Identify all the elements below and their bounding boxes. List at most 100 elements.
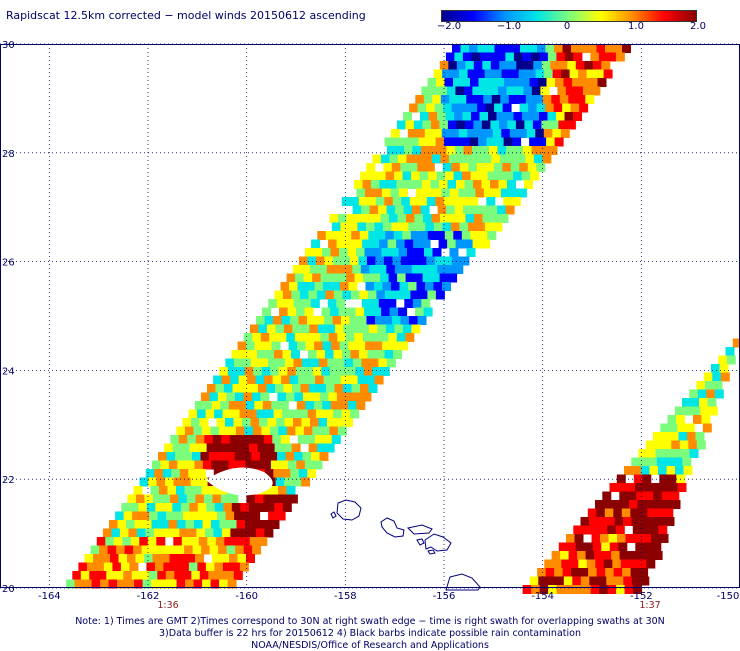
wind-difference-cell — [285, 299, 295, 308]
wind-difference-cell — [560, 551, 570, 560]
wind-difference-cell — [683, 406, 693, 416]
wind-difference-cell — [163, 562, 173, 572]
wind-difference-cell — [380, 154, 390, 164]
wind-difference-cell — [430, 180, 440, 189]
wind-difference-cell — [447, 120, 457, 130]
wind-difference-cell — [354, 180, 363, 189]
wind-difference-cell — [223, 503, 233, 512]
wind-difference-cell — [654, 440, 664, 450]
wind-difference-cell — [165, 477, 175, 487]
wind-difference-cell — [273, 469, 283, 478]
wind-difference-cell — [170, 528, 180, 538]
wind-difference-cell — [348, 341, 358, 351]
wind-difference-cell — [102, 528, 112, 538]
wind-difference-cell — [248, 503, 258, 512]
wind-difference-cell — [298, 469, 308, 478]
wind-difference-cell — [696, 381, 706, 390]
wind-difference-cell — [602, 491, 612, 501]
y-tick-label: 22 — [2, 475, 15, 486]
wind-difference-cell — [631, 517, 641, 526]
wind-difference-cell — [180, 503, 190, 512]
wind-difference-cell — [381, 248, 391, 257]
wind-difference-cell — [211, 401, 221, 410]
wind-difference-cell — [251, 452, 261, 461]
wind-difference-cell — [391, 222, 401, 232]
wind-difference-cell — [231, 350, 241, 359]
wind-difference-cell — [372, 214, 381, 223]
wind-difference-cell — [252, 545, 262, 555]
wind-difference-cell — [134, 520, 144, 529]
wind-difference-cell — [346, 367, 356, 376]
wind-difference-cell — [440, 154, 450, 164]
wind-difference-cell — [552, 69, 562, 79]
wind-difference-cell — [187, 528, 197, 538]
wind-difference-cell — [390, 248, 399, 257]
wind-difference-cell — [217, 511, 227, 521]
wind-difference-cell — [398, 248, 408, 257]
wind-difference-cell — [239, 562, 249, 572]
wind-difference-cell — [322, 248, 331, 257]
wind-difference-cell — [223, 443, 233, 453]
wind-difference-cell — [185, 579, 195, 589]
wind-difference-cell — [585, 95, 595, 104]
wind-difference-cell — [318, 358, 328, 368]
wind-difference-cell — [169, 554, 179, 563]
wind-difference-cell — [205, 562, 215, 572]
wind-difference-cell — [447, 180, 457, 189]
x-tick-label: -156 — [433, 591, 456, 602]
wind-difference-cell — [653, 551, 663, 560]
wind-difference-cell — [480, 86, 490, 96]
colorbar — [441, 10, 697, 22]
wind-difference-cell — [699, 398, 708, 407]
wind-difference-cell — [374, 282, 383, 291]
wind-difference-cell — [449, 188, 459, 198]
wind-difference-cell — [609, 483, 619, 492]
swath-data-layer — [66, 44, 740, 594]
wind-difference-cell — [387, 146, 396, 155]
wind-difference-cell — [284, 358, 294, 368]
wind-difference-cell — [253, 460, 263, 470]
wind-difference-cell — [471, 205, 481, 215]
wind-difference-cell — [234, 452, 244, 461]
wind-difference-cell — [545, 568, 555, 577]
wind-difference-cell — [342, 350, 351, 359]
wind-difference-cell — [267, 358, 277, 368]
wind-difference-cell — [332, 375, 342, 385]
wind-difference-cell — [607, 585, 617, 594]
wind-difference-cell — [405, 273, 415, 283]
wind-difference-cell — [266, 384, 276, 393]
wind-difference-cell — [327, 299, 337, 308]
wind-difference-cell — [96, 537, 106, 546]
wind-difference-cell — [315, 375, 325, 385]
wind-difference-cell — [183, 511, 193, 521]
wind-difference-cell — [556, 112, 565, 121]
wind-difference-cell — [277, 452, 286, 461]
wind-difference-cell — [298, 316, 308, 325]
wind-difference-cell — [293, 299, 303, 308]
wind-difference-cell — [612, 500, 621, 509]
wind-difference-cell — [367, 197, 377, 206]
wind-difference-cell — [399, 341, 409, 351]
wind-difference-cell — [546, 78, 556, 87]
footer-credit: NOAA/NESDIS/Office of Research and Appli… — [251, 640, 489, 651]
wind-difference-cell — [208, 571, 218, 580]
wind-difference-cell — [186, 554, 196, 563]
wind-difference-cell — [443, 103, 453, 113]
wind-difference-cell — [473, 61, 483, 70]
wind-difference-cell — [586, 69, 596, 79]
wind-difference-cell — [416, 129, 426, 138]
wind-difference-cell — [272, 375, 282, 385]
wind-difference-cell — [263, 341, 273, 351]
wind-difference-cell — [602, 551, 612, 560]
wind-difference-cell — [493, 163, 503, 172]
wind-difference-cell — [243, 545, 253, 555]
wind-difference-cell — [301, 358, 311, 368]
wind-difference-cell — [516, 154, 526, 164]
wind-difference-cell — [484, 69, 494, 79]
wind-difference-cell — [712, 372, 722, 382]
wind-difference-cell — [263, 494, 273, 504]
wind-difference-cell — [507, 61, 517, 70]
wind-difference-cell — [472, 146, 481, 155]
wind-difference-cell — [334, 324, 344, 334]
wind-difference-cell — [671, 500, 681, 509]
